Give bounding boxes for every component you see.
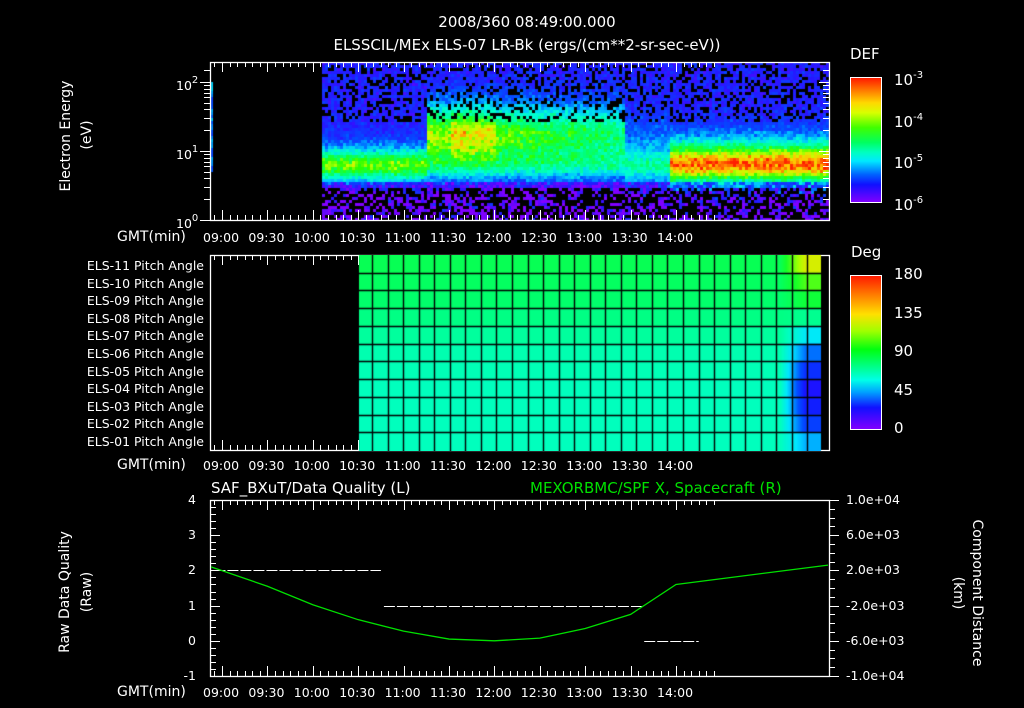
line-plot-ylabel-left-unit: (Raw) [79, 567, 95, 617]
line-plot-ylabel-right: Component Distance [969, 503, 985, 683]
pitch-angle-row-label: ELS-09 Pitch Angle [87, 293, 204, 309]
time-tick-label: 12:30 [521, 458, 557, 474]
time-tick-label: 10:00 [294, 230, 330, 246]
pitch-angle-row-label: ELS-08 Pitch Angle [87, 311, 204, 327]
colorbar-title-def: DEF [850, 46, 880, 62]
time-tick-label: 12:30 [521, 685, 557, 701]
time-tick-label: 14:00 [657, 685, 693, 701]
left-axis-tick-label: 0 [188, 633, 196, 649]
pitch-angle-row-label: ELS-02 Pitch Angle [87, 416, 204, 432]
spectrogram-ylabel: Electron Energy [58, 66, 74, 206]
left-axis-tick-label: 1 [188, 598, 196, 614]
pitch-angle-row-label: ELS-01 Pitch Angle [87, 434, 204, 450]
pitch-angle-row-label: ELS-05 Pitch Angle [87, 364, 204, 380]
pitch-angle-row-label: ELS-07 Pitch Angle [87, 328, 204, 344]
time-tick-label: 10:30 [339, 230, 375, 246]
line-plot-title-right: MEXORBMC/SPF X, Spacecraft (R) [530, 480, 782, 496]
spacecraft-x-line [211, 565, 828, 641]
time-tick-label: 12:00 [475, 685, 511, 701]
time-tick-label: 13:00 [566, 685, 602, 701]
energy-tick-label: 100 [176, 211, 198, 232]
time-tick-label: 14:00 [657, 230, 693, 246]
time-tick-label: 09:00 [203, 230, 239, 246]
pitch-angle-canvas [210, 255, 830, 451]
def-colorbar-tick-label: 10-6 [894, 193, 923, 213]
time-tick-label: 13:30 [612, 230, 648, 246]
def-colorbar-tick-label: 10-4 [894, 110, 923, 130]
line-plot-ylabel-left: Raw Data Quality [57, 522, 73, 662]
left-axis-tick-label: 2 [188, 562, 196, 578]
time-tick-label: 11:00 [385, 458, 421, 474]
pitch-angle-row-label: ELS-11 Pitch Angle [87, 258, 204, 274]
energy-tick-label: 102 [176, 73, 198, 94]
right-axis-tick-label: 1.0e+04 [846, 492, 900, 508]
colorbar-title-deg: Deg [851, 244, 881, 260]
right-axis-tick-label: -2.0e+03 [846, 598, 904, 614]
ylabel-left-line1: Raw Data Quality [57, 522, 73, 662]
deg-colorbar-tick-label: 135 [894, 305, 923, 321]
time-tick-label: 13:00 [566, 458, 602, 474]
time-tick-label: 10:30 [339, 685, 375, 701]
ylabel-right-line2: (km) [950, 568, 966, 618]
left-axis-tick-label: -1 [184, 668, 196, 684]
pitch-angle-row-label: ELS-03 Pitch Angle [87, 399, 204, 415]
time-tick-label: 11:30 [430, 458, 466, 474]
ylabel-left-line2: (Raw) [79, 567, 95, 617]
deg-colorbar-tick-label: 90 [894, 343, 913, 359]
time-tick-label: 13:00 [566, 230, 602, 246]
right-axis-tick-label: 6.0e+03 [846, 527, 900, 543]
pitch-angle-row-label: ELS-10 Pitch Angle [87, 276, 204, 292]
right-axis-tick-label: -6.0e+03 [846, 633, 904, 649]
time-tick-label: 12:00 [475, 230, 511, 246]
time-tick-label: 14:00 [657, 458, 693, 474]
time-tick-label: 09:30 [248, 685, 284, 701]
time-tick-label: 13:30 [612, 685, 648, 701]
energy-tick-label: 101 [176, 142, 198, 163]
time-axis-label-3: GMT(min) [117, 684, 186, 700]
time-tick-label: 11:00 [385, 230, 421, 246]
pitch-angle-row-label: ELS-04 Pitch Angle [87, 381, 204, 397]
time-tick-label: 10:30 [339, 458, 375, 474]
time-tick-label: 09:00 [203, 458, 239, 474]
time-tick-label: 10:00 [294, 458, 330, 474]
time-tick-label: 09:30 [248, 458, 284, 474]
time-tick-label: 11:30 [430, 230, 466, 246]
def-colorbar-tick-label: 10-5 [894, 151, 923, 171]
time-tick-label: 12:00 [475, 458, 511, 474]
line-plot-title-left: SAF_BXuT/Data Quality (L) [211, 480, 411, 496]
left-axis-tick-label: 4 [188, 492, 196, 508]
pitch-angle-panel [210, 255, 830, 451]
time-axis-label-2: GMT(min) [117, 457, 186, 473]
time-tick-label: 10:00 [294, 685, 330, 701]
deg-colorbar-tick-label: 45 [894, 382, 913, 398]
time-tick-label: 09:30 [248, 230, 284, 246]
time-tick-label: 12:30 [521, 230, 557, 246]
def-colorbar-tick-label: 10-3 [894, 68, 923, 88]
ylabel-line1: Electron Energy [58, 66, 74, 206]
pitch-angle-row-label: ELS-06 Pitch Angle [87, 346, 204, 362]
left-axis-tick-label: 3 [188, 527, 196, 543]
time-tick-label: 13:30 [612, 458, 648, 474]
time-tick-label: 11:30 [430, 685, 466, 701]
colorbar-deg [850, 275, 882, 430]
right-axis-tick-label: -1.0e+04 [846, 668, 904, 684]
spectrogram-ylabel-unit: (eV) [79, 100, 95, 170]
deg-colorbar-tick-label: 0 [894, 420, 904, 436]
time-tick-label: 09:00 [203, 685, 239, 701]
line-plot-ylabel-right-unit: (km) [950, 568, 966, 618]
right-axis-tick-label: 2.0e+03 [846, 562, 900, 578]
ylabel-line2: (eV) [79, 100, 95, 170]
colorbar-def [850, 77, 882, 203]
ylabel-right-line1: Component Distance [969, 503, 985, 683]
deg-colorbar-tick-label: 180 [894, 266, 923, 282]
time-tick-label: 11:00 [385, 685, 421, 701]
